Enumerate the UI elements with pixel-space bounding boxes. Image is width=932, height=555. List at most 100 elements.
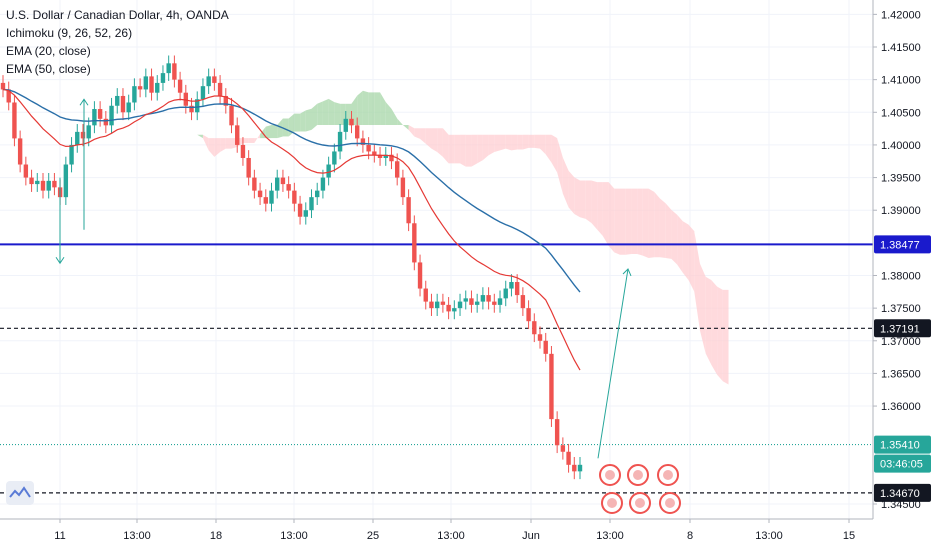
price-tick-label: 1.36000 xyxy=(881,401,921,413)
ichimoku-cloud-segment xyxy=(202,134,209,151)
legend-ema20[interactable]: EMA (20, close) xyxy=(6,44,91,58)
ichimoku-cloud-segment xyxy=(505,134,512,151)
ichimoku-cloud-segment xyxy=(225,138,232,149)
candle-body xyxy=(486,295,491,302)
candle-body xyxy=(315,190,320,198)
candle-body xyxy=(560,445,566,452)
candle-body xyxy=(143,76,149,90)
candle-body xyxy=(189,105,194,113)
candle-body xyxy=(115,95,120,106)
candle-body xyxy=(326,164,331,178)
economic-event-flag-inner xyxy=(607,498,617,508)
candle-body xyxy=(252,177,257,191)
price-tick-label: 1.38000 xyxy=(881,270,921,282)
ichimoku-cloud-segment xyxy=(208,138,215,157)
candle-body xyxy=(434,301,440,309)
ichimoku-cloud-segment xyxy=(602,182,609,246)
ichimoku-cloud-segment xyxy=(328,98,335,126)
ichimoku-cloud-segment xyxy=(574,177,580,218)
ichimoku-cloud-segment xyxy=(511,134,518,151)
candle-body xyxy=(337,131,343,152)
ichimoku-cloud-segment xyxy=(402,125,409,130)
ichimoku-cloud-segment xyxy=(380,92,386,126)
candle-body xyxy=(572,464,577,472)
price-tag-label: 1.35410 xyxy=(880,440,920,452)
projection-arrow-head xyxy=(622,268,632,277)
ichimoku-cloud-segment xyxy=(699,263,706,354)
ichimoku-cloud-segment xyxy=(540,134,546,155)
time-tick-label: 15 xyxy=(843,530,855,542)
legend-title[interactable]: U.S. Dollar / Canadian Dollar, 4h, OANDA xyxy=(6,8,229,22)
ichimoku-cloud-segment xyxy=(471,134,478,167)
candle-body xyxy=(377,154,383,158)
price-tick-label: 1.40500 xyxy=(881,107,921,119)
candle-body xyxy=(229,105,234,126)
candle-body xyxy=(269,190,274,204)
candle-body xyxy=(463,298,468,302)
ichimoku-cloud-segment xyxy=(625,188,632,255)
ichimoku-cloud-segment xyxy=(522,134,529,150)
economic-event-flag-inner xyxy=(635,498,645,508)
ichimoku-cloud-segment xyxy=(517,134,523,150)
candle-body xyxy=(40,180,46,191)
ichimoku-cloud-segment xyxy=(425,128,432,149)
candle-body xyxy=(446,304,451,312)
ichimoku-cloud-segment xyxy=(397,118,403,126)
ichimoku-cloud-segment xyxy=(317,101,323,126)
candle-body xyxy=(103,118,109,126)
ichimoku-cloud-segment xyxy=(300,110,306,132)
ichimoku-cloud-segment xyxy=(648,188,655,259)
price-tick-label: 1.40000 xyxy=(881,140,921,152)
ichimoku-cloud-segment xyxy=(391,108,398,126)
candle-body xyxy=(360,138,366,145)
candle-body xyxy=(297,203,303,217)
time-tick-label: 25 xyxy=(367,530,379,542)
candle-body xyxy=(63,164,69,198)
candle-body xyxy=(195,99,200,113)
ichimoku-cloud-segment xyxy=(500,134,506,151)
ichimoku-cloud-segment xyxy=(551,134,558,173)
ichimoku-cloud-segment xyxy=(420,128,426,144)
candle-body xyxy=(212,76,217,83)
price-tick-label: 1.34500 xyxy=(881,499,921,511)
candle-body xyxy=(412,223,417,263)
ichimoku-cloud-segment xyxy=(374,92,381,126)
time-tick-label: 13:00 xyxy=(280,530,308,542)
price-tick-label: 1.37000 xyxy=(881,336,921,348)
candle-body xyxy=(532,321,537,335)
candle-body xyxy=(92,109,97,126)
time-tick-label: 13:00 xyxy=(123,530,151,542)
candle-body xyxy=(177,79,183,93)
candle-body xyxy=(417,262,423,289)
time-axis-bg xyxy=(0,519,932,550)
time-tick-label: 13:00 xyxy=(755,530,783,542)
time-tick-label: 8 xyxy=(687,530,693,542)
ichimoku-cloud-segment xyxy=(494,134,501,152)
candle-body xyxy=(474,301,480,305)
ichimoku-cloud-segment xyxy=(334,102,341,126)
legend-ichimoku[interactable]: Ichimoku (9, 26, 52, 26) xyxy=(6,26,133,40)
ichimoku-cloud-segment xyxy=(277,118,283,139)
ichimoku-cloud-segment xyxy=(705,276,712,365)
price-tag-label: 1.34670 xyxy=(880,488,920,500)
ichimoku-cloud-segment xyxy=(659,198,666,259)
chart-legend: U.S. Dollar / Canadian Dollar, 4h, OANDA… xyxy=(6,6,229,78)
candle-body xyxy=(497,298,503,305)
candle-body xyxy=(109,105,114,126)
candle-body xyxy=(35,180,40,185)
tradingview-logo-icon[interactable] xyxy=(6,481,34,505)
candle-body xyxy=(17,138,23,165)
legend-ema50[interactable]: EMA (50, close) xyxy=(6,62,91,76)
ichimoku-cloud-segment xyxy=(665,203,672,259)
candle-body xyxy=(303,210,308,217)
candle-body xyxy=(69,144,74,165)
ichimoku-cloud-segment xyxy=(477,134,483,164)
ichimoku-cloud-segment xyxy=(717,286,723,382)
ichimoku-cloud-segment xyxy=(631,188,638,254)
price-tick-label: 1.39000 xyxy=(881,205,921,217)
ichimoku-cloud-segment xyxy=(597,182,603,236)
price-tag-label: 1.38477 xyxy=(880,239,920,251)
ichimoku-cloud-segment xyxy=(414,128,421,139)
